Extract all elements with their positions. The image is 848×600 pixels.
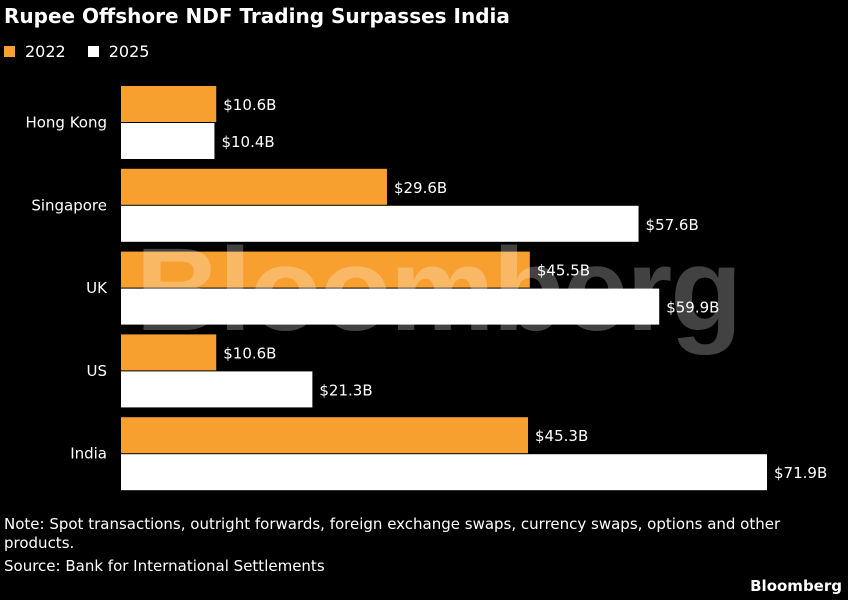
chart-source: Source: Bank for International Settlemen…: [4, 557, 325, 575]
data-label-uk-2025: $59.9B: [666, 299, 719, 317]
bar-singapore-2022: [121, 168, 387, 205]
legend-swatch-2025: [87, 46, 99, 57]
chart-title: Rupee Offshore NDF Trading Surpasses Ind…: [4, 4, 510, 28]
category-label-us: US: [86, 362, 107, 380]
data-label-singapore-2025: $57.6B: [646, 216, 699, 234]
bar-hong-kong-2022: [121, 86, 217, 122]
bar-uk-2022: [121, 251, 530, 288]
bar-hong-kong-2025: [121, 123, 215, 159]
legend-item-2022: 2022: [4, 42, 66, 61]
bar-uk-2025: [121, 288, 660, 325]
category-label-india: India: [70, 445, 107, 463]
data-label-india-2025: $71.9B: [774, 464, 827, 482]
data-label-uk-2022: $45.5B: [537, 262, 590, 280]
data-label-hong-kong-2022: $10.6B: [223, 96, 276, 114]
bar-india-2025: [121, 454, 768, 491]
legend: 2022 2025: [4, 42, 171, 61]
watermark-logo: Bloomberg: [136, 224, 741, 356]
category-label-uk: UK: [86, 279, 108, 297]
data-label-singapore-2022: $29.6B: [394, 179, 447, 197]
legend-label-2025: 2025: [108, 42, 150, 61]
bars-layer: Hong Kong $10.6B $10.4B Singapore $29.6B $57.…: [25, 86, 827, 491]
bar-us-2025: [121, 371, 313, 408]
legend-swatch-2022: [4, 46, 15, 57]
category-label-hong-kong: Hong Kong: [25, 114, 107, 132]
data-label-us-2022: $10.6B: [223, 344, 276, 362]
chart-note: Note: Spot transactions, outright forwar…: [4, 515, 781, 552]
bar-us-2022: [121, 334, 217, 371]
data-label-us-2025: $21.3B: [319, 381, 372, 399]
legend-label-2022: 2022: [25, 42, 66, 61]
bar-singapore-2025: [121, 205, 639, 242]
data-label-hong-kong-2025: $10.4B: [221, 133, 274, 151]
bar-india-2022: [121, 417, 529, 454]
brand-logo: Bloomberg: [750, 577, 842, 595]
legend-item-2025: 2025: [87, 42, 150, 61]
category-label-singapore: Singapore: [31, 196, 107, 214]
data-label-india-2022: $45.3B: [535, 427, 588, 445]
